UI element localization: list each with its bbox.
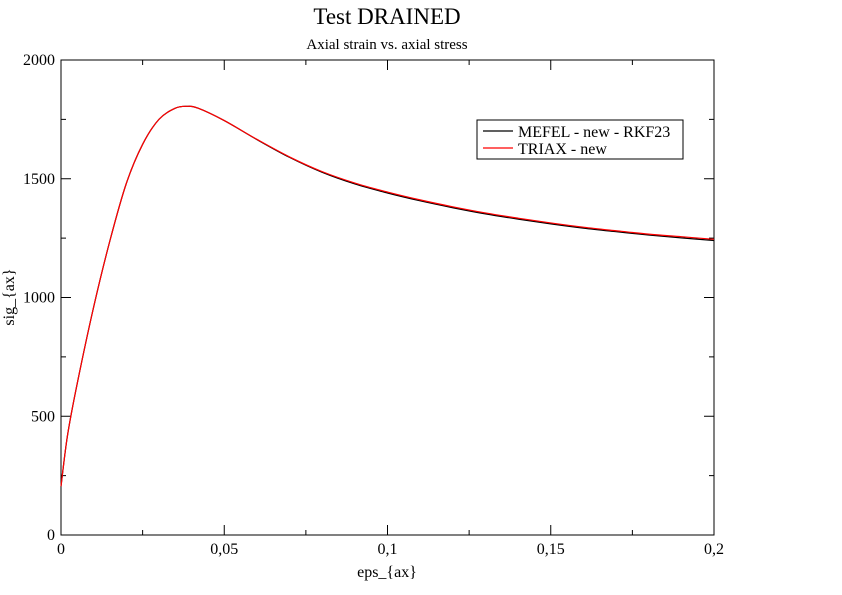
legend-label-mefel: MEFEL - new - RKF23 (518, 124, 670, 141)
chart-subtitle: Axial strain vs. axial stress (306, 37, 467, 53)
chart-title: Test DRAINED (313, 4, 460, 29)
axis-ticks (60, 59, 715, 536)
series-lines (60, 105, 715, 487)
x-tick-label: 0,15 (537, 541, 565, 558)
axis-tick-labels: 0 0,05 0,1 0,15 0,2 0 500 1000 1500 2000 (23, 52, 724, 558)
y-tick-label: 2000 (23, 52, 55, 69)
x-axis-label: eps_{ax} (357, 564, 417, 581)
x-tick-label: 0,2 (704, 541, 724, 558)
y-axis-label: sig_{ax} (1, 268, 18, 325)
series-line-0 (60, 105, 715, 487)
series-line-1 (60, 105, 715, 487)
y-tick-label: 500 (31, 408, 55, 425)
y-tick-label: 1500 (23, 171, 55, 188)
x-tick-label: 0 (57, 541, 65, 558)
legend-box (476, 119, 684, 160)
x-tick-label: 0,1 (378, 541, 398, 558)
x-tick-label: 0,05 (210, 541, 238, 558)
y-tick-label: 0 (47, 527, 55, 544)
y-tick-label: 1000 (23, 290, 55, 307)
legend-label-triax: TRIAX - new (518, 141, 607, 158)
legend: MEFEL - new - RKF23 TRIAX - new (476, 119, 684, 160)
